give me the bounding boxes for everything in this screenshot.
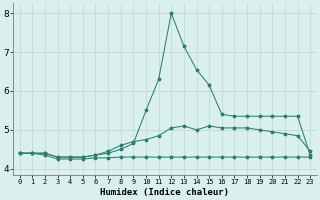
X-axis label: Humidex (Indice chaleur): Humidex (Indice chaleur) — [100, 188, 229, 197]
